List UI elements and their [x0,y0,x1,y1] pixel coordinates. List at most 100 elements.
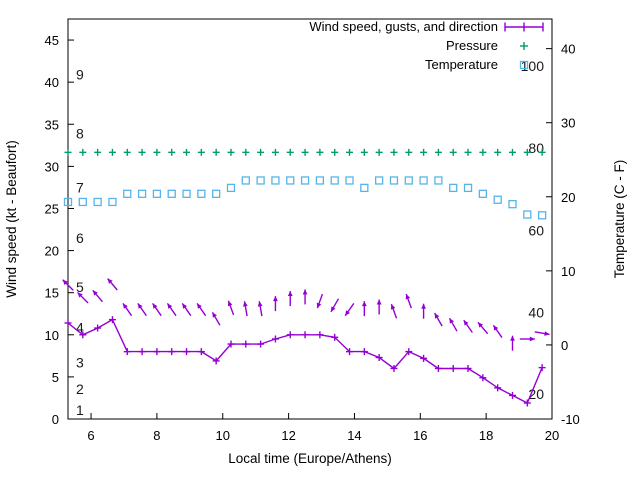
temperature-point [182,189,191,198]
temperature-point [241,176,250,185]
plot-frame [67,18,553,420]
x-axis-label: Local time (Europe/Athens) [228,451,392,466]
wind-direction-arrow-head [478,322,484,328]
temperature-point [63,197,73,207]
x-tick-label: 20 [545,428,559,443]
y-left-axis-label: Wind speed (kt - Beaufort) [4,140,19,298]
wind-direction-arrow-head [345,310,351,316]
temperature-point [463,183,473,193]
temperature-point [286,176,295,185]
wind-direction-arrow-head [421,303,426,309]
x-tick-label: 16 [413,428,427,443]
x-tick-label: 8 [153,428,160,443]
wind-direction-arrow-head [92,290,98,296]
beaufort-label: 3 [76,355,84,371]
y-right-axis-label: Temperature (C - F) [612,160,627,279]
temperature-point [345,176,354,185]
temperature-point [197,189,206,198]
wind-direction-arrow-head [227,300,233,307]
wind-direction-arrow-head [330,306,336,312]
y-left-tick-label: 20 [45,244,59,259]
temperature-point [93,197,102,207]
temperature-point [137,189,147,198]
temperature-point [167,189,176,198]
y-right-tick-label: 0 [561,338,568,353]
temperature-point [374,176,384,185]
wind-direction-arrow-head [510,335,515,341]
temperature-point [493,195,502,204]
temperature-point [478,189,488,198]
temperature-point [360,183,369,193]
wind-direction-arrow-head [302,289,308,295]
wind-direction-arrow-head [434,313,440,319]
x-tick-label: 6 [87,428,94,443]
beaufort-label: 7 [76,180,84,196]
temperature-point [212,189,221,198]
y-left-tick-label: 5 [52,370,59,385]
wind-direction-arrow-head [273,296,278,302]
beaufort-label: 8 [76,126,84,142]
fahrenheit-label: 40 [528,305,544,321]
y-left-tick-label: 35 [45,117,59,132]
temperature-point [256,176,265,185]
y-left-tick-label: 15 [45,286,59,301]
wind-direction-arrow-head [287,291,293,297]
wind-direction-arrow-head [137,303,143,309]
temperature-point [508,200,517,209]
beaufort-label: 1 [76,402,84,418]
wind-direction-arrow-head [376,299,382,305]
wind-direction-arrow-head [390,304,396,310]
legend-label-0: Wind speed, gusts, and direction [309,19,498,34]
wind-direction-arrow-head [212,312,217,318]
wind-direction-arrow-head [122,303,128,309]
temperature-point [271,176,280,185]
wind-direction-arrow-head [197,303,202,309]
x-tick-label: 14 [347,428,361,443]
y-left-tick-label: 25 [45,201,59,216]
wind-direction-arrow-head [449,318,455,324]
y-left-tick-label: 10 [45,328,59,343]
temperature-point [404,176,413,185]
temperature-point [419,176,428,185]
y-right-tick-label: 20 [561,190,575,205]
temperature-point [434,176,443,185]
fahrenheit-label: 100 [521,58,545,74]
wind-direction-arrow-head [493,325,499,331]
temperature-point [449,183,458,193]
legend-label-2: Temperature [425,57,498,72]
x-tick-label: 12 [281,428,295,443]
fahrenheit-label: 60 [528,222,544,238]
wind-direction-arrow-head [107,278,113,284]
legend-swatch-temperature [519,60,529,70]
y-right-tick-label: 10 [561,264,575,279]
beaufort-label: 9 [76,67,84,83]
y-right-tick-label: 30 [561,116,575,131]
temperature-point [123,189,132,198]
temperature-point [152,189,162,198]
wind-direction-arrow-head [529,336,535,342]
wind-direction-arrow-head [167,303,173,309]
temperature-point [330,176,339,185]
y-left-tick-label: 40 [45,75,59,90]
beaufort-label: 2 [76,381,84,397]
wind-direction-arrow-head [316,302,322,309]
temperature-point [226,183,236,193]
beaufort-label: 4 [76,319,84,335]
wind-direction-arrow-head [405,294,411,300]
wind-direction-arrow-head [544,331,550,336]
beaufort-label: 6 [76,230,84,246]
temperature-point [523,210,532,219]
beaufort-label: 5 [76,279,84,295]
y-left-tick-label: 45 [45,33,59,48]
wind-direction-arrow-head [62,279,68,285]
y-right-tick-label: -10 [561,412,580,427]
x-tick-label: 18 [479,428,493,443]
y-left-tick-label: 30 [45,159,59,174]
temperature-point [78,197,87,207]
wind-direction-arrow-head [257,301,263,307]
wind-direction-arrow-head [77,292,83,298]
wind-direction-arrow-head [242,301,248,307]
wind-direction-arrow-head [152,303,158,309]
